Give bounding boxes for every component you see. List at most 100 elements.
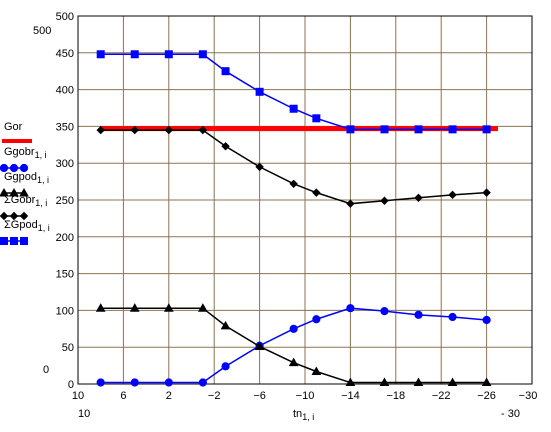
x-tick-label: −26 <box>477 390 496 402</box>
data-point <box>312 188 321 197</box>
data-point <box>129 303 140 312</box>
series-ggpod <box>95 303 492 387</box>
x-tick-label: 2 <box>166 390 172 402</box>
y-tick-label: 150 <box>56 269 74 281</box>
y-tick-label: 50 <box>62 342 74 354</box>
data-point <box>413 377 424 387</box>
legend-marker <box>0 211 9 221</box>
legend-entry: Ggobr1, i <box>0 146 47 173</box>
legend-marker <box>19 187 29 197</box>
x-tick-label: −22 <box>432 390 451 402</box>
series-layer <box>95 50 498 387</box>
series-gpod-sum <box>96 50 491 134</box>
x-tick-label: −6 <box>253 390 266 402</box>
y-axis-tick-labels: 0 50 100 150 200 250 300 350 400 450 500 <box>56 11 74 391</box>
y-tick-label: 400 <box>56 85 74 97</box>
y-tick-label: 450 <box>56 48 74 60</box>
legend-label-main: ΣGpod <box>4 219 38 231</box>
data-point <box>346 304 355 313</box>
data-point <box>414 193 423 202</box>
data-point <box>481 377 492 387</box>
data-point <box>164 378 173 387</box>
data-point <box>95 303 106 312</box>
data-point <box>288 357 299 367</box>
y-bottom-corner-label: 0 <box>43 364 49 376</box>
legend-entry: Ggpod1, i <box>0 171 49 197</box>
grid-lines <box>77 15 533 385</box>
x-tick-label: −10 <box>296 390 315 402</box>
x-tick-label: −30 <box>519 390 538 402</box>
x-axis-title: tn1, i <box>293 408 314 422</box>
series-line <box>100 307 487 384</box>
legend-label-main: ΣGobr <box>4 194 36 206</box>
data-point <box>163 303 174 312</box>
data-point <box>414 310 423 319</box>
data-point <box>198 125 208 135</box>
data-point <box>379 377 390 387</box>
y-tick-label: 200 <box>56 232 74 244</box>
series-line <box>100 53 487 131</box>
legend-label: Ggobr1, i <box>4 146 47 160</box>
y-tick-label: 350 <box>56 121 74 133</box>
x-axis-title-main: tn <box>293 408 302 420</box>
legend-entry: Gor <box>2 121 32 143</box>
data-point <box>346 125 355 134</box>
legend-marker <box>0 163 9 173</box>
legend-entry: ΣGpod1, i <box>0 219 50 245</box>
data-point <box>482 188 491 197</box>
legend-marker <box>19 211 29 221</box>
legend-label-main: Ggpod <box>4 171 37 183</box>
legend-label-main: Gor <box>4 121 23 133</box>
x-tick-label: 6 <box>120 390 126 402</box>
x-tick-label: −14 <box>341 390 360 402</box>
data-point <box>380 307 389 316</box>
data-point <box>197 303 208 312</box>
data-point <box>345 377 356 387</box>
plot-frame <box>77 15 533 385</box>
data-point <box>448 312 457 322</box>
data-point <box>198 378 207 387</box>
data-point <box>164 50 173 59</box>
legend-marker <box>20 237 28 245</box>
x-tick-label: −18 <box>386 390 405 402</box>
data-point <box>221 67 230 76</box>
data-point <box>198 50 207 59</box>
data-point <box>96 125 105 135</box>
data-point <box>447 377 458 387</box>
y-tick-label: 300 <box>56 158 74 170</box>
data-point <box>448 190 457 200</box>
legend-label-subscript: 1, i <box>38 223 50 233</box>
data-point <box>414 125 423 134</box>
series-line <box>100 129 487 205</box>
data-point <box>130 378 139 387</box>
legend-marker <box>9 187 19 197</box>
y-top-corner-label: 500 <box>33 25 51 37</box>
data-point <box>220 320 231 330</box>
y-tick-label: 250 <box>56 195 74 207</box>
data-point <box>482 315 491 325</box>
series-gobr-sum <box>96 125 491 208</box>
x-axis-tick-labels: 10 6 2 −2 −6 −10 −14 −18 −22 −26 −30 <box>72 390 537 402</box>
data-point <box>289 104 298 113</box>
legend-marker <box>10 237 18 245</box>
data-point <box>289 324 298 333</box>
legend-marker <box>19 163 29 173</box>
legend-label: Gor <box>4 121 23 133</box>
legend-marker <box>9 163 19 173</box>
data-point <box>130 50 139 59</box>
data-point <box>255 87 264 96</box>
legend-label-subscript: 1, i <box>37 175 49 185</box>
legend-marker <box>0 237 8 245</box>
x-tick-label: 10 <box>72 390 84 402</box>
data-point <box>346 199 355 208</box>
data-point <box>255 162 264 172</box>
data-point <box>312 114 321 123</box>
y-tick-label: 0 <box>68 379 74 391</box>
x-right-corner-label: - 30 <box>501 408 520 420</box>
y-tick-label: 500 <box>56 11 74 23</box>
data-point <box>96 378 105 387</box>
data-point <box>96 50 105 59</box>
legend-label: ΣGobr1, i <box>4 194 47 208</box>
